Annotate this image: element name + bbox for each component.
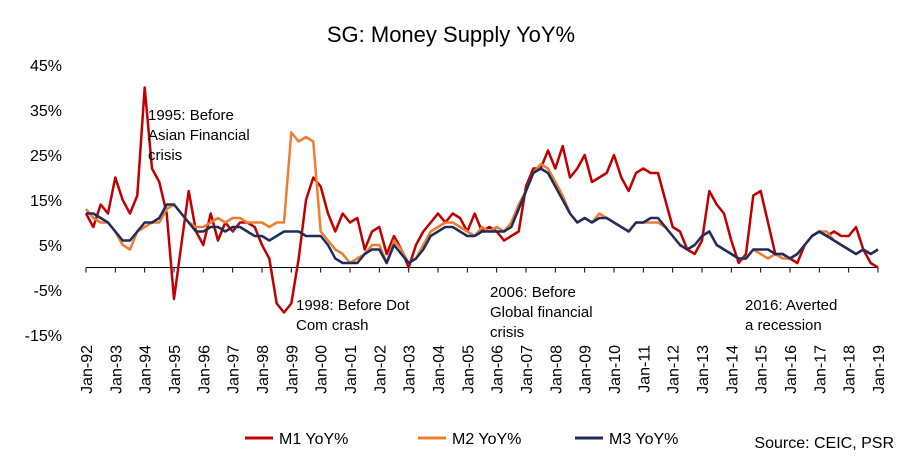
y-tick-label: -5% (34, 283, 62, 300)
y-tick-label: 35% (30, 103, 62, 120)
y-tick-label: 5% (39, 238, 62, 255)
annotation: crisis (490, 324, 524, 341)
x-tick-label: Jan-95 (167, 345, 184, 394)
y-tick-label: 45% (30, 58, 62, 75)
x-tick-label: Jan-10 (607, 345, 624, 394)
x-tick-label: Jan-17 (812, 345, 829, 394)
x-tick-label: Jan-02 (372, 345, 389, 394)
x-tick-label: Jan-06 (490, 345, 507, 394)
annotation: 1995: Before (148, 107, 234, 124)
x-tick-label: Jan-97 (226, 345, 243, 394)
x-tick-label: Jan-07 (519, 345, 536, 394)
annotation: 2016: Averted (745, 297, 837, 314)
y-tick-label: 15% (30, 193, 62, 210)
annotation: 2006: Before (490, 284, 576, 301)
x-tick-label: Jan-11 (636, 345, 653, 393)
legend-label: M3 YoY% (609, 431, 678, 448)
x-tick-label: Jan-96 (196, 345, 213, 394)
y-tick-label: 25% (30, 148, 62, 165)
annotation: 1998: Before Dot (296, 297, 410, 314)
x-tick-label: Jan-12 (666, 345, 683, 394)
x-tick-label: Jan-98 (255, 345, 272, 394)
chart-title: SG: Money Supply YoY% (327, 22, 575, 47)
x-tick-label: Jan-14 (724, 345, 741, 394)
annotation: crisis (148, 147, 182, 164)
x-tick-label: Jan-08 (548, 345, 565, 394)
x-tick-label: Jan-18 (842, 345, 859, 394)
annotation: Com crash (296, 317, 369, 334)
x-tick-label: Jan-93 (108, 345, 125, 394)
x-tick-label: Jan-00 (314, 345, 331, 394)
annotation: Global financial (490, 304, 593, 321)
source: Source: CEIC, PSR (754, 435, 894, 452)
x-tick-label: Jan-13 (695, 345, 712, 394)
x-tick-label: Jan-16 (783, 345, 800, 394)
x-tick-label: Jan-15 (754, 345, 771, 394)
series-line (86, 167, 879, 265)
x-tick-label: Jan-94 (138, 345, 155, 394)
x-tick-label: Jan-05 (460, 345, 477, 394)
x-tick-label: Jan-04 (431, 345, 448, 394)
x-tick-label: Jan-09 (578, 345, 595, 394)
x-tick-label: Jan-03 (402, 345, 419, 394)
annotation: Asian Financial (148, 127, 250, 144)
x-tick-label: Jan-99 (284, 345, 301, 394)
legend-label: M2 YoY% (452, 431, 521, 448)
annotation: a recession (745, 317, 822, 334)
x-tick-label: Jan-19 (871, 345, 888, 394)
x-tick-label: Jan-92 (79, 345, 96, 394)
legend-label: M1 YoY% (279, 431, 348, 448)
y-tick-label: -15% (25, 328, 62, 345)
x-tick-label: Jan-01 (343, 345, 360, 394)
